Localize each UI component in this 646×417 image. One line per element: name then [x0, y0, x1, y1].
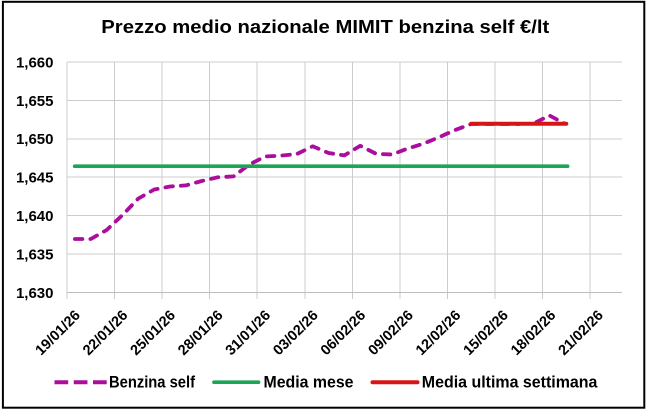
svg-text:1,640: 1,640	[16, 208, 54, 225]
svg-text:Benzina self: Benzina self	[109, 374, 195, 392]
svg-text:1,635: 1,635	[16, 246, 54, 263]
svg-text:Media ultima settimana: Media ultima settimana	[422, 374, 598, 392]
svg-text:1,655: 1,655	[16, 93, 54, 110]
svg-text:Prezzo medio nazionale MIMIT b: Prezzo medio nazionale MIMIT benzina sel…	[101, 17, 550, 38]
svg-text:1,650: 1,650	[16, 131, 54, 148]
svg-text:1,660: 1,660	[16, 54, 54, 71]
svg-text:Media mese: Media mese	[264, 374, 354, 392]
svg-text:1,630: 1,630	[16, 285, 54, 302]
svg-text:1,645: 1,645	[16, 170, 54, 187]
